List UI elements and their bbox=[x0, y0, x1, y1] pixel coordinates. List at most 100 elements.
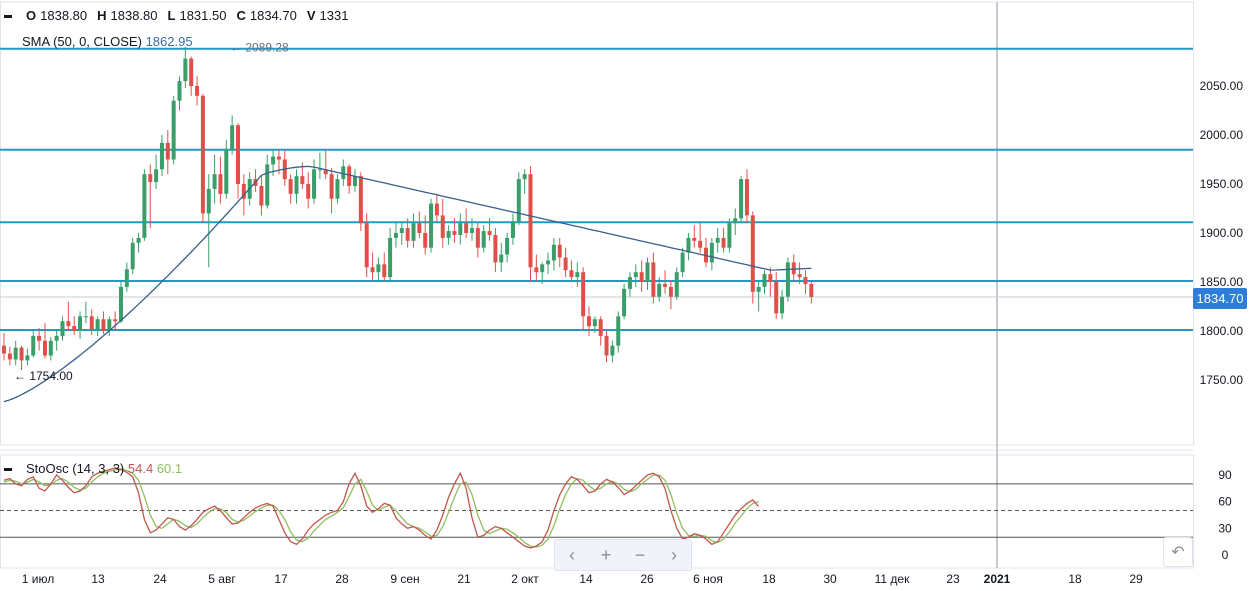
candle-body bbox=[534, 267, 539, 273]
candle-body bbox=[434, 203, 439, 216]
candle-body bbox=[470, 228, 474, 233]
candle-body bbox=[19, 347, 24, 361]
high-value: 1838.80 bbox=[110, 8, 158, 23]
candle-body bbox=[300, 176, 305, 184]
indicator-menu-icon[interactable] bbox=[4, 468, 12, 472]
x-axis-label: 6 ноя bbox=[693, 572, 723, 586]
candle-body bbox=[288, 179, 293, 194]
stochastic-tick-label: 60 bbox=[1218, 495, 1232, 509]
chevron-left-icon[interactable]: ‹ bbox=[569, 544, 575, 565]
candle-body bbox=[803, 277, 808, 284]
price-tick-label: 1950.00 bbox=[1200, 177, 1244, 191]
candle-body bbox=[60, 321, 65, 336]
candle-body bbox=[657, 283, 662, 297]
low-annotation: ← 1754.00 bbox=[14, 369, 73, 383]
x-axis-label: 24 bbox=[153, 572, 167, 586]
candle-body bbox=[54, 335, 59, 341]
candle-body bbox=[616, 316, 621, 346]
candle-body bbox=[142, 174, 147, 238]
candle-body bbox=[627, 277, 632, 289]
plus-icon[interactable]: + bbox=[600, 544, 612, 565]
candle-body bbox=[177, 81, 182, 101]
chevron-right-icon[interactable]: › bbox=[671, 544, 677, 565]
x-axis-label: 21 bbox=[457, 572, 471, 586]
candle-body bbox=[733, 218, 738, 224]
candle-body bbox=[633, 272, 638, 278]
candle-body bbox=[95, 319, 100, 330]
candle-body bbox=[119, 286, 123, 322]
candle-body bbox=[276, 156, 281, 160]
stochastic-d-line bbox=[3, 468, 759, 548]
candle-body bbox=[540, 264, 545, 273]
candle-body bbox=[370, 267, 375, 273]
candle-body bbox=[154, 169, 159, 183]
candle-body bbox=[452, 231, 457, 235]
candle-body bbox=[604, 335, 609, 356]
candle-body bbox=[183, 58, 188, 82]
candle-body bbox=[546, 260, 551, 265]
candle-body bbox=[674, 272, 679, 297]
candle-body bbox=[756, 286, 761, 292]
series-menu-icon[interactable] bbox=[4, 15, 12, 19]
candle-body bbox=[241, 184, 246, 199]
candle-body bbox=[739, 179, 744, 219]
sma-label: SMA (50, 0, CLOSE) bbox=[22, 34, 142, 49]
candle-body bbox=[171, 100, 176, 160]
sma-line bbox=[3, 165, 812, 403]
x-axis-label: 18 bbox=[1068, 572, 1082, 586]
candle-body bbox=[25, 355, 30, 361]
candle-body bbox=[136, 237, 141, 243]
candle-body bbox=[329, 174, 334, 199]
minus-icon[interactable]: − bbox=[634, 544, 646, 565]
candle-body bbox=[31, 335, 36, 356]
candle-body bbox=[651, 262, 656, 297]
candle-body bbox=[528, 174, 533, 268]
main-pane-frame bbox=[0, 1, 1194, 446]
candle-body bbox=[200, 95, 205, 214]
candle-body bbox=[259, 185, 264, 206]
candle-body bbox=[72, 326, 77, 331]
high-label: H bbox=[97, 8, 107, 23]
candle-body bbox=[440, 215, 445, 238]
candle-body bbox=[785, 262, 790, 297]
candle-body bbox=[563, 257, 568, 271]
stochastic-k-line bbox=[3, 467, 760, 549]
candle-body bbox=[809, 283, 814, 297]
candle-body bbox=[592, 319, 597, 327]
low-value: 1831.50 bbox=[179, 8, 227, 23]
stochastic-legend[interactable]: StoOsc (14, 3, 3) 54.4 60.1 bbox=[4, 461, 182, 476]
candle-body bbox=[113, 319, 118, 322]
price-tick-label: 2050.00 bbox=[1200, 79, 1244, 93]
volume-label: V bbox=[306, 8, 316, 23]
candle-body bbox=[206, 188, 211, 214]
x-axis-label: 26 bbox=[640, 572, 654, 586]
undo-icon[interactable]: ↶ bbox=[1163, 537, 1193, 567]
candle-body bbox=[66, 321, 71, 327]
stochastic-tick-label: 30 bbox=[1218, 521, 1232, 535]
candle-body bbox=[510, 221, 515, 238]
candle-body bbox=[347, 166, 352, 186]
candle-body bbox=[516, 179, 521, 222]
x-axis-label: 23 bbox=[946, 572, 960, 586]
candle-body bbox=[709, 242, 714, 263]
candle-body bbox=[236, 125, 240, 184]
x-axis-label: 2 окт bbox=[511, 572, 539, 586]
candle-body bbox=[458, 223, 463, 235]
candle-body bbox=[405, 228, 410, 241]
candle-body bbox=[165, 142, 170, 160]
candle-body bbox=[569, 270, 574, 278]
x-axis-label: 30 bbox=[823, 572, 837, 586]
sma-legend[interactable]: SMA (50, 0, CLOSE) 1862.95 bbox=[22, 34, 193, 49]
candle-body bbox=[417, 223, 422, 233]
stochastic-d-value: 60.1 bbox=[156, 461, 183, 476]
candle-body bbox=[587, 316, 591, 327]
candle-body bbox=[224, 149, 229, 194]
stochastic-k-value: 54.4 bbox=[127, 461, 154, 476]
chart-navigation-bar: ‹ + − › bbox=[554, 539, 692, 571]
candle-body bbox=[774, 282, 779, 314]
candle-body bbox=[89, 316, 94, 330]
x-axis-label: 9 сен bbox=[390, 572, 419, 586]
candle-body bbox=[265, 164, 270, 206]
x-axis-label: 29 bbox=[1129, 572, 1143, 586]
